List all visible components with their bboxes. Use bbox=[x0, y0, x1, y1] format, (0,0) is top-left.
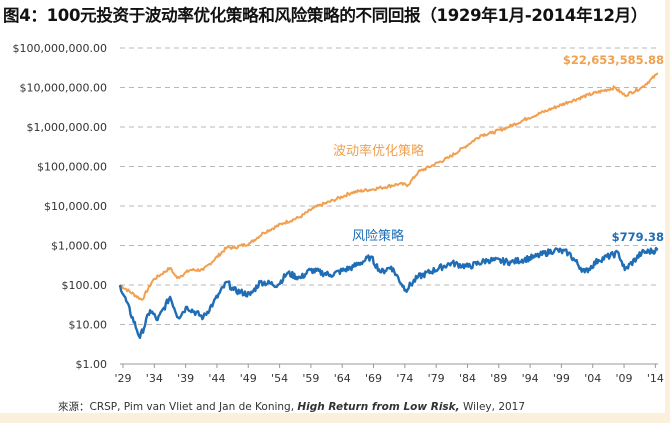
end-value-label-low-volatility: $22,653,585.88 bbox=[563, 53, 664, 67]
source-book-title: High Return from Low Risk, bbox=[297, 401, 460, 413]
x-tick-label: '84 bbox=[459, 372, 476, 385]
y-tick-label: $100,000,000.00 bbox=[13, 42, 107, 55]
x-tick-label: '29 bbox=[114, 372, 131, 385]
x-tick-label: '79 bbox=[428, 372, 445, 385]
y-tick-label: $10.00 bbox=[69, 319, 108, 332]
series-line-risk bbox=[118, 246, 659, 339]
chart-title: 图4：100元投资于波动率优化策略和风险策略的不同回报（1929年1月-2014… bbox=[3, 6, 648, 25]
y-tick-label: $10,000,000.00 bbox=[20, 82, 107, 95]
end-value-label-risk: $779.38 bbox=[612, 230, 664, 244]
right-band bbox=[665, 0, 670, 423]
source-prefix: 來源：CRSP, Pim van Vliet and Jan de Koning… bbox=[58, 401, 298, 413]
x-tick-label: '39 bbox=[177, 372, 194, 385]
x-tick-label: '49 bbox=[240, 372, 257, 385]
x-tick-label: '89 bbox=[490, 372, 507, 385]
y-tick-label: $100.00 bbox=[62, 279, 108, 292]
x-tick-label: '99 bbox=[553, 372, 570, 385]
x-tick-label: '04 bbox=[584, 372, 601, 385]
y-tick-label: $10,000.00 bbox=[44, 200, 107, 213]
x-tick-label: '94 bbox=[522, 372, 539, 385]
series-label-risk: 风险策略 bbox=[352, 228, 404, 244]
x-tick-label: '69 bbox=[365, 372, 382, 385]
x-tick-label: '09 bbox=[616, 372, 633, 385]
x-tick-label: '14 bbox=[647, 372, 664, 385]
y-tick-label: $1,000,000.00 bbox=[27, 121, 107, 134]
bottom-band bbox=[0, 413, 670, 423]
y-tick-label: $100,000.00 bbox=[37, 161, 107, 174]
series-label-low-volatility: 波动率优化策略 bbox=[333, 143, 424, 159]
y-tick-label: $1.00 bbox=[76, 358, 108, 371]
x-tick-label: '34 bbox=[146, 372, 163, 385]
source-suffix: Wiley, 2017 bbox=[459, 401, 526, 413]
x-tick-label: '59 bbox=[302, 372, 319, 385]
x-tick-label: '54 bbox=[271, 372, 288, 385]
source-note: 來源：CRSP, Pim van Vliet and Jan de Koning… bbox=[58, 399, 525, 414]
x-tick-label: '64 bbox=[334, 372, 351, 385]
x-tick-label: '74 bbox=[396, 372, 413, 385]
series-line-low-volatility bbox=[119, 72, 659, 301]
x-tick-label: '44 bbox=[208, 372, 225, 385]
y-tick-label: $1,000.00 bbox=[51, 240, 107, 253]
